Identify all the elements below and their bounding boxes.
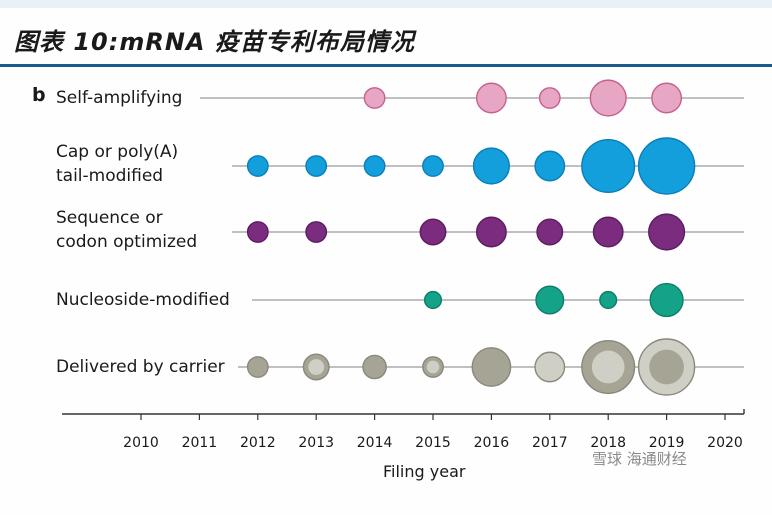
data-bubble [589, 79, 627, 117]
x-tick-label: 2020 [707, 435, 743, 451]
data-bubble [472, 147, 510, 185]
data-bubble [363, 87, 386, 109]
x-tick-label: 2012 [240, 435, 276, 451]
x-tick-label: 2015 [415, 435, 451, 451]
row-label: Self-amplifying [56, 88, 183, 108]
data-bubble-inner [426, 360, 440, 374]
x-tick-label: 2019 [649, 435, 685, 451]
data-bubble-inner [591, 350, 625, 384]
row-label: tail-modified [56, 166, 164, 186]
data-bubble [362, 354, 387, 380]
data-bubble [536, 218, 564, 246]
row-label: Cap or poly(A) [56, 142, 179, 162]
data-bubble [246, 356, 269, 378]
data-bubble [592, 216, 624, 248]
chart-title: 图表 10:mRNA 疫苗专利布局情况 [14, 28, 415, 56]
data-bubble [535, 285, 565, 315]
watermark-text: 雪球 海通财经 [592, 450, 687, 468]
data-bubble [534, 150, 566, 182]
title-divider [0, 64, 772, 67]
row-label: codon optimized [56, 232, 198, 252]
data-bubble-inner [649, 349, 684, 385]
row-label: Sequence or [56, 208, 163, 228]
panel-label: b [32, 84, 46, 106]
top-band [0, 0, 772, 8]
x-tick-label: 2013 [298, 435, 334, 451]
data-bubble [649, 282, 684, 318]
data-bubble [581, 138, 636, 194]
x-tick-label: 2010 [123, 435, 159, 451]
row-label: Delivered by carrier [56, 357, 225, 377]
data-bubble [637, 137, 696, 195]
row-label: Nucleoside-modified [56, 290, 230, 310]
data-bubble [599, 290, 618, 310]
data-bubble [305, 221, 328, 243]
x-tick-label: 2011 [182, 435, 218, 451]
data-bubble [423, 290, 443, 310]
data-bubble-inner [308, 359, 325, 375]
data-bubble [419, 218, 447, 246]
data-bubble [475, 82, 507, 114]
data-bubble [363, 155, 386, 177]
data-bubble [651, 82, 683, 114]
x-tick-label: 2016 [474, 435, 510, 451]
title-bar: 图表 10:mRNA 疫苗专利布局情况 [0, 0, 772, 62]
x-axis-label: Filing year [383, 462, 466, 481]
data-bubble [246, 221, 269, 243]
data-bubble [538, 87, 561, 109]
data-bubble [534, 351, 566, 383]
data-bubble [648, 213, 686, 251]
x-tick-label: 2018 [590, 435, 626, 451]
data-bubble [471, 347, 512, 387]
data-bubble [246, 155, 269, 177]
data-bubble [305, 155, 328, 177]
data-bubble [475, 216, 507, 248]
x-tick-label: 2017 [532, 435, 568, 451]
x-tick-label: 2014 [357, 435, 393, 451]
data-bubble [422, 155, 444, 177]
